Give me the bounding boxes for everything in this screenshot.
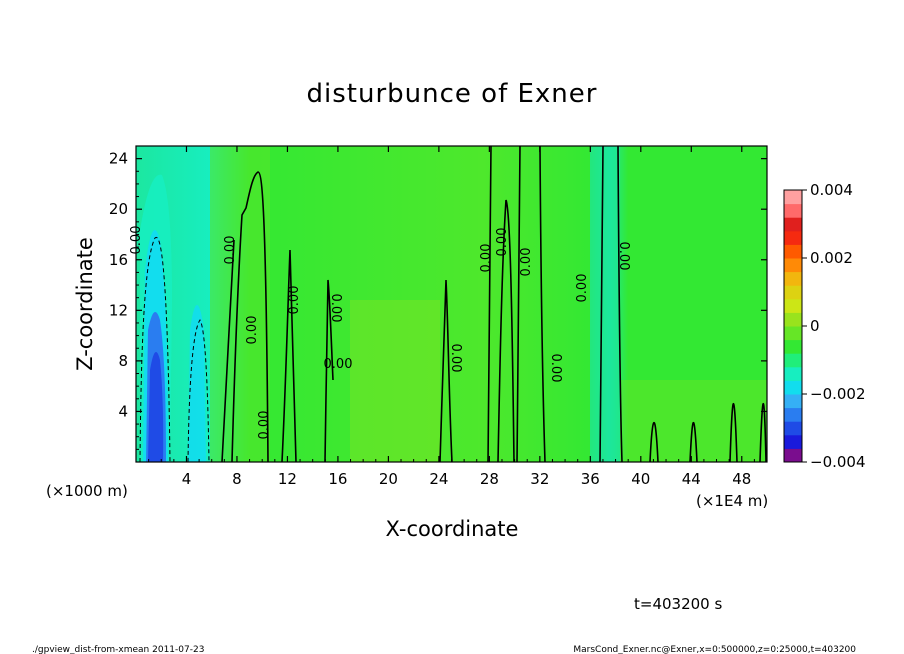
footer-left: ./gpview_dist-from-xmean 2011-07-23 <box>32 645 204 654</box>
contour-line <box>497 199 515 463</box>
heatmap-field <box>136 146 767 462</box>
colorbar <box>783 189 803 463</box>
contour-line <box>759 403 767 463</box>
contour-label: 0.00 <box>616 242 631 271</box>
contour-label: 0.00 <box>548 354 563 383</box>
colorbar-segment <box>784 285 802 300</box>
x-tick-label: 8 <box>232 470 242 488</box>
contour-label: 0.00 <box>324 357 353 372</box>
contour-label: 0.00 <box>479 244 494 273</box>
contour-line <box>599 145 604 463</box>
y-axis: 4 8 12 16 20 24 <box>109 150 767 450</box>
colorbar-segment <box>784 394 802 409</box>
light-band-mid <box>350 300 440 462</box>
contour-label: 0.00 <box>575 274 590 303</box>
contour-label: 0.00 <box>328 294 343 323</box>
footer-right: MarsCond_Exner.nc@Exner,x=0:500000,z=0:2… <box>573 645 856 654</box>
colorbar-segment <box>784 312 802 327</box>
light-band-right <box>620 380 767 462</box>
colorbar-segment <box>784 366 802 381</box>
contour-label-layer: 0.00 0.000.000.000.00 0.000.000.000.000.00… <box>129 226 631 440</box>
contour-label: 0.00 <box>495 228 510 257</box>
contour-lines <box>221 145 767 463</box>
contour-line <box>221 239 235 463</box>
x-tick-label: 44 <box>682 470 701 488</box>
contour-line <box>649 422 659 463</box>
colorbar-tick-label: −0.002 <box>810 385 866 403</box>
contour-line <box>617 145 623 463</box>
y-tick-label: 4 <box>118 402 128 420</box>
y-tick-label: 16 <box>109 251 128 269</box>
x-tick-label: 32 <box>530 470 549 488</box>
colorbar-segment <box>784 271 802 286</box>
chart-title: disturbunce of Exner <box>307 79 598 109</box>
contour-lines-dashed <box>139 236 210 463</box>
colorbar-segment <box>784 326 802 341</box>
colorbar-segment <box>784 244 802 259</box>
colorbar-tick-label: 0 <box>810 317 820 335</box>
negative-plume-core <box>148 352 164 462</box>
x-axis-label: X-coordinate <box>386 517 519 541</box>
contour-label: 0.00 <box>519 248 534 277</box>
colorbar-segment <box>784 407 802 422</box>
time-label: t=403200 s <box>634 595 722 613</box>
colorbar-segment <box>784 380 802 395</box>
contour-label: 0.00 <box>287 286 302 315</box>
x-tick-label: 28 <box>480 470 499 488</box>
x-tick-label: 36 <box>581 470 600 488</box>
contour-label: 0.00 <box>448 344 463 373</box>
x-tick-label: 12 <box>278 470 297 488</box>
contour-line <box>231 171 269 463</box>
contour-line <box>281 249 297 463</box>
colorbar-segment <box>784 434 802 449</box>
y-tick-label: 8 <box>118 352 128 370</box>
light-band-left <box>210 146 270 462</box>
colorbar-segment <box>784 203 802 218</box>
colorbar-segment <box>784 258 802 273</box>
colorbar-tick-label: 0.004 <box>810 181 853 199</box>
contour-label: 0.00 <box>245 316 260 345</box>
colorbar-tick-label: 0.002 <box>810 249 853 267</box>
x-tick-label: 4 <box>182 470 192 488</box>
x-tick-label: 40 <box>631 470 650 488</box>
contour-label: 0.00 <box>257 411 272 440</box>
x-multiplier-label: (×1E4 m) <box>696 492 768 510</box>
contour-label: 0.00 <box>223 236 238 265</box>
y-tick-label: 24 <box>109 150 128 168</box>
colorbar-segment <box>784 448 802 463</box>
contour-line <box>324 279 334 463</box>
colorbar-segment <box>784 421 802 436</box>
x-tick-label: 48 <box>732 470 751 488</box>
y-tick-label: 12 <box>109 301 128 319</box>
colorbar-tick-label: −0.004 <box>810 453 866 471</box>
contour-line-negative <box>187 319 210 463</box>
y-tick-label: 20 <box>109 200 128 218</box>
x-tick-label: 20 <box>379 470 398 488</box>
colorbar-segment <box>784 230 802 245</box>
contour-line <box>439 279 453 463</box>
contour-line <box>729 403 738 463</box>
negative-plume-second <box>188 305 206 462</box>
colorbar-segment <box>784 353 802 368</box>
contour-line <box>487 145 492 463</box>
colorbar-segment <box>784 298 802 313</box>
x-tick-label: 24 <box>429 470 448 488</box>
colorbar-segment <box>784 217 802 232</box>
negative-band-right <box>590 146 620 462</box>
contour-line <box>539 145 546 463</box>
contour-line <box>516 145 521 463</box>
colorbar-segment <box>784 190 802 205</box>
colorbar-segment <box>784 339 802 354</box>
colorbar-ticks: 0.004 0.002 0 −0.002 −0.004 <box>802 181 866 471</box>
y-axis-label: Z-coordinate <box>73 237 97 371</box>
x-axis: 4 8 12 16 20 24 28 32 36 40 44 48 <box>148 146 755 488</box>
contour-line <box>689 422 698 463</box>
contour-line-negative <box>139 236 171 463</box>
x-tick-label: 16 <box>328 470 347 488</box>
x-unit-label: (×1000 m) <box>46 482 128 500</box>
